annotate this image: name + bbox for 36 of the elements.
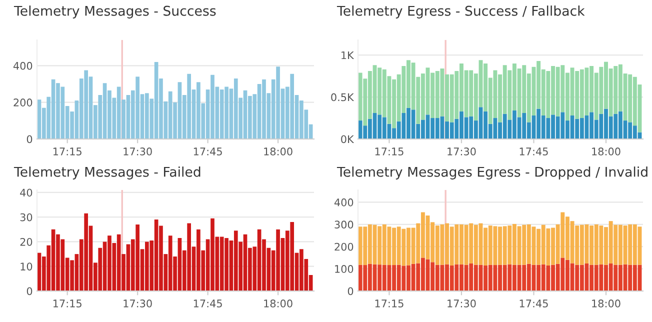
y-tick-label: 10 — [20, 262, 32, 270]
chart-title: Telemetry Messages - Success — [14, 6, 216, 18]
y-tick-label: 1K — [342, 51, 354, 60]
x-tick-label: 17:45 — [520, 300, 548, 308]
y-tick-label: 30 — [20, 213, 32, 222]
y-tick-label: 100 — [335, 265, 354, 273]
x-tick-label: 18:00 — [264, 300, 292, 308]
y-tick-label: 0 — [348, 287, 354, 296]
x-tick-label: 17:15 — [375, 300, 404, 308]
chart-title: Telemetry Messages Egress - Dropped / Invalid — [336, 166, 648, 180]
x-tick-label: 17:45 — [194, 148, 222, 156]
x-tick-label: 17:15 — [53, 148, 82, 156]
x-tick-label: 17:45 — [520, 148, 548, 156]
x-tick-label: 17:15 — [53, 300, 82, 308]
x-tick-label: 17:30 — [448, 300, 476, 308]
x-tick-label: 17:30 — [448, 148, 476, 156]
y-tick-label: 0.5K — [331, 93, 354, 102]
y-tick-label: 200 — [14, 98, 32, 106]
x-tick-label: 18:00 — [264, 148, 292, 156]
x-tick-label: 17:30 — [124, 148, 152, 156]
x-tick-label: 17:30 — [124, 300, 152, 308]
x-tick-label: 17:15 — [375, 148, 404, 156]
y-tick-label: 40 — [20, 188, 32, 197]
y-tick-label: 300 — [334, 220, 354, 229]
x-tick-label: 18:00 — [592, 148, 620, 156]
chart-title: Telemetry Egress - Success / Fallback — [336, 6, 585, 18]
y-tick-label: 20 — [20, 238, 32, 246]
y-tick-label: 400 — [334, 198, 354, 206]
y-tick-label: 0K — [341, 135, 354, 144]
y-tick-label: 0 — [26, 135, 32, 144]
x-tick-label: 17:45 — [194, 300, 222, 308]
x-tick-label: 18:00 — [592, 300, 620, 308]
y-tick-label: 0 — [26, 287, 32, 296]
chart-title: Telemetry Messages - Failed — [14, 166, 200, 180]
y-tick-label: 400 — [13, 62, 32, 70]
y-tick-label: 200 — [334, 242, 354, 251]
